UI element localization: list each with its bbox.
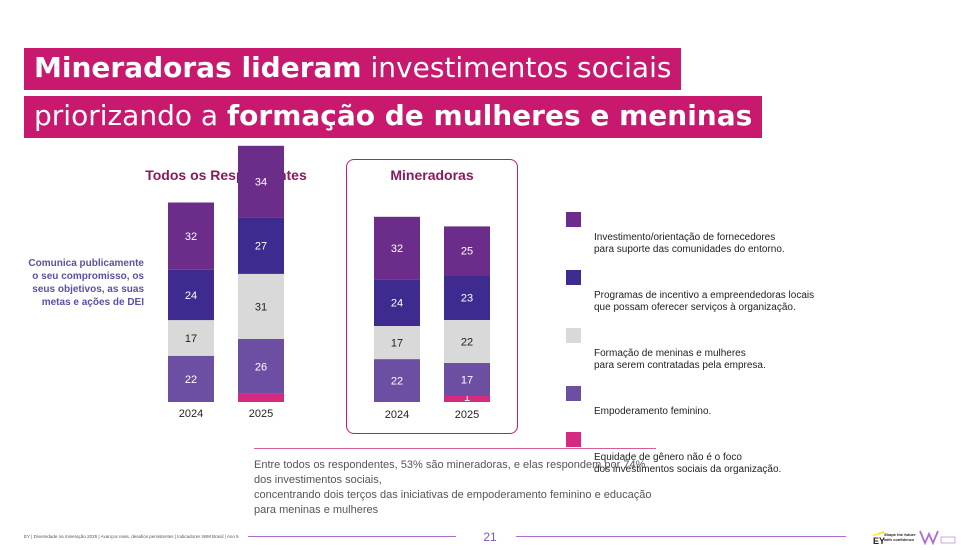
legend-item-formacao: Formação de meninas e mulheres para sere…: [566, 324, 866, 372]
footer-text: EY | Diversidade na mineração 2025 | Ava…: [24, 534, 239, 539]
x-tick-label-2025: 2025: [455, 409, 479, 421]
legend-item-fornecedores: Investimento/orientação de fornecedores …: [566, 208, 866, 256]
title-line-2-bold: formação de mulheres e meninas: [226, 99, 753, 132]
legend-swatch-formacao: [566, 328, 581, 343]
bar-segment-fornecedores-2025: [238, 145, 284, 218]
data-label-fornecedores-2025: 25: [461, 246, 473, 258]
title-line-1-rest: investimentos sociais: [370, 51, 672, 84]
page-number: 21: [483, 530, 497, 544]
ey-logo-text: EY: [873, 536, 885, 546]
ey-logo-icon: EY: [873, 531, 885, 546]
bar-segment-empoderamento-2025: [444, 362, 490, 396]
legend-item-empreendedoras: Programas de incentivo a empreendedoras …: [566, 266, 866, 314]
bar-segment-empreendedoras-2024: [374, 279, 420, 326]
note-divider: [254, 448, 656, 449]
data-label-empreendedoras-2024: 24: [391, 298, 403, 310]
data-label-equidade-2025: 1: [464, 392, 470, 404]
footer: EY | Diversidade na mineração 2025 | Ava…: [0, 528, 980, 550]
legend-label-empoderamento: Empoderamento feminino.: [594, 406, 712, 417]
bar-segment-fornecedores-2024: [168, 202, 214, 270]
legend-swatch-empoderamento: [566, 386, 581, 401]
data-label-empoderamento-2024: 22: [185, 374, 197, 386]
x-tick-label-2024: 2024: [179, 408, 203, 420]
data-label-empoderamento-2025: 17: [461, 374, 473, 386]
mineradoras-highlight-box: [346, 159, 518, 434]
legend-label-fornecedores: Investimento/orientação de fornecedores …: [594, 232, 785, 255]
legend-swatch-equidade: [566, 432, 581, 447]
data-label-formacao-2024: 17: [391, 338, 403, 350]
legend: Investimento/orientação de fornecedores …: [566, 208, 866, 486]
title-line-2: priorizando a formação de mulheres e men…: [24, 96, 763, 138]
data-label-empreendedoras-2025: 27: [255, 241, 267, 253]
footer-line-right: [516, 536, 846, 537]
data-label-fornecedores-2025: 34: [255, 177, 267, 189]
data-label-empoderamento-2025: 26: [255, 361, 267, 373]
x-tick-label-2025: 2025: [249, 408, 273, 420]
data-label-bg-equidade-2025: [461, 392, 473, 402]
chart-title-mineradoras: Mineradoras: [390, 167, 474, 183]
data-label-formacao-2025: 31: [255, 301, 267, 313]
wim-logo-icon: [919, 530, 956, 546]
data-label-empreendedoras-2025: 23: [461, 293, 473, 305]
bar-segment-equidade-2025: [238, 393, 284, 402]
ey-tagline: Shape the future with confidence: [884, 532, 916, 542]
bar-segment-formacao-2024: [168, 320, 214, 356]
legend-label-empreendedoras: Programas de incentivo a empreendedoras …: [594, 290, 815, 313]
x-tick-label-2024: 2024: [385, 409, 409, 421]
legend-label-formacao: Formação de meninas e mulheres para sere…: [594, 348, 766, 371]
bar-segment-formacao-2025: [238, 273, 284, 339]
bar-segment-empreendedoras-2025: [238, 217, 284, 274]
bar-segment-fornecedores-2024: [374, 216, 420, 280]
bar-segment-empoderamento-2024: [168, 355, 214, 402]
bar-segment-formacao-2025: [444, 320, 490, 363]
data-label-fornecedores-2024: 32: [391, 243, 403, 255]
legend-swatch-fornecedores: [566, 212, 581, 227]
bar-segment-fornecedores-2025: [444, 226, 490, 276]
footnote-text: Entre todos os respondentes, 53% são min…: [254, 459, 652, 516]
title-line-1: Mineradoras lideram investimentos sociai…: [24, 48, 682, 90]
bar-segment-empoderamento-2025: [238, 339, 284, 394]
data-label-fornecedores-2024: 32: [185, 231, 197, 243]
data-label-empreendedoras-2024: 24: [185, 290, 197, 302]
legend-item-equidade: Equidade de gênero não é o foco dos inve…: [566, 428, 866, 476]
data-label-formacao-2025: 22: [461, 336, 473, 348]
data-label-empoderamento-2024: 22: [391, 376, 403, 388]
bar-segment-empreendedoras-2024: [168, 269, 214, 321]
data-label-formacao-2024: 17: [185, 333, 197, 345]
side-label: Comunica publicamente o seu compromisso,…: [28, 258, 144, 308]
legend-label-equidade: Equidade de gênero não é o foco dos inve…: [594, 452, 782, 475]
title-line-2-start: priorizando a: [34, 99, 219, 132]
bar-segment-empoderamento-2024: [374, 359, 420, 402]
legend-swatch-empreendedoras: [566, 270, 581, 285]
legend-item-empoderamento: Empoderamento feminino.: [566, 382, 866, 418]
bar-segment-formacao-2024: [374, 326, 420, 360]
title-line-1-bold: Mineradoras lideram: [34, 51, 362, 84]
footer-line-left: [248, 536, 456, 537]
bar-segment-empreendedoras-2025: [444, 275, 490, 320]
